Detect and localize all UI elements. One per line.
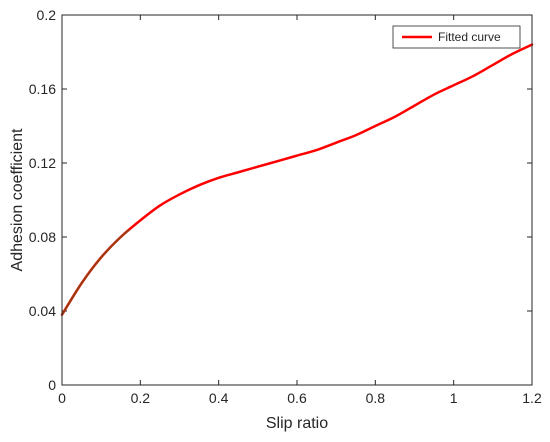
x-tick-label: 1 [450, 390, 458, 406]
tick-labels: 0 0.2 0.4 0.6 0.8 1 1.2 0 0.04 0.08 0.12 0.16 0.2 [29, 7, 542, 406]
legend-label: Fitted curve [438, 30, 501, 44]
legend: Fitted curve [392, 25, 521, 49]
legend-box [392, 25, 521, 49]
series-highlight-segment [61, 229, 130, 316]
y-tick-label: 0.04 [29, 303, 56, 319]
x-tick-label: 0.2 [131, 390, 151, 406]
x-tick-label: 0.6 [287, 390, 307, 406]
plot-area [62, 15, 532, 385]
y-tick-label: 0.16 [29, 81, 56, 97]
x-tick-label: 0.8 [366, 390, 386, 406]
x-axis-label: Slip ratio [266, 415, 328, 432]
series-line-fitted-curve [60, 43, 534, 316]
series-group [60, 43, 534, 316]
x-tick-label: 0.4 [209, 390, 229, 406]
x-tick-label: 1.2 [522, 390, 542, 406]
y-tick-label: 0.08 [29, 229, 56, 245]
x-tick-label: 0 [58, 390, 66, 406]
y-tick-label: 0.2 [37, 7, 57, 23]
y-tick-label: 0 [48, 377, 56, 393]
y-tick-label: 0.12 [29, 155, 56, 171]
y-axis-label: Adhesion coefficient [9, 128, 26, 271]
plot-frame [61, 14, 533, 386]
